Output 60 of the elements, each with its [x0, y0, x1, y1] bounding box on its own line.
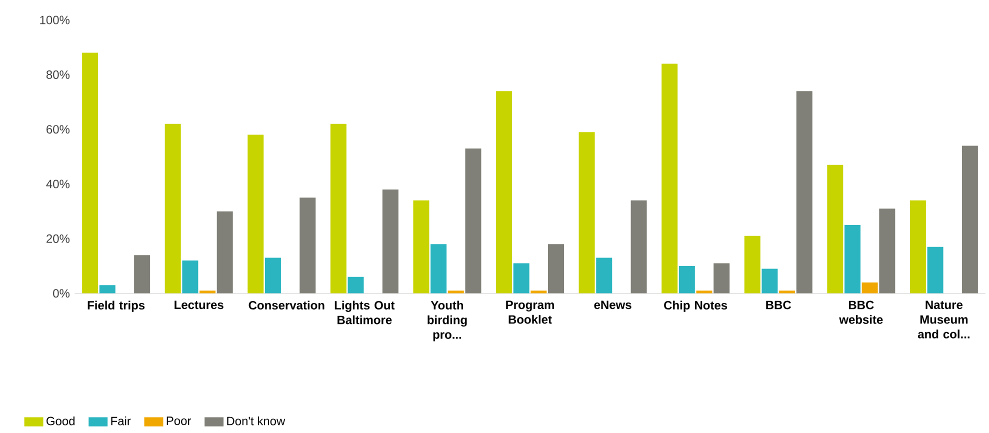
legend-label: Don't know — [227, 416, 286, 426]
bar — [413, 200, 430, 294]
bar — [927, 246, 944, 294]
y-tick-label: 40% — [46, 180, 70, 188]
bar — [200, 290, 216, 294]
bar — [596, 258, 612, 294]
bar — [910, 200, 926, 294]
y-tick-label: 60% — [46, 125, 70, 134]
bar — [744, 236, 760, 294]
bar — [330, 124, 346, 294]
bar — [82, 52, 98, 294]
bar — [496, 91, 512, 294]
bar — [879, 208, 896, 294]
bar — [762, 268, 778, 294]
bar — [348, 276, 364, 294]
y-tick-label: 20% — [46, 234, 70, 243]
x-tick-label: Conservation — [248, 300, 324, 310]
bar — [548, 244, 564, 294]
bar — [430, 244, 447, 294]
bar — [714, 263, 730, 294]
x-tick-label: Nature Museum and col... — [918, 300, 970, 338]
bar — [448, 290, 464, 294]
x-tick-label: Youth birding pro... — [428, 300, 467, 342]
bar — [182, 260, 198, 294]
bar — [779, 290, 796, 294]
x-tick-label: BBC — [766, 300, 792, 310]
bar — [844, 225, 860, 294]
y-tick-label: 0% — [53, 289, 70, 298]
y-tick-label: 80% — [46, 70, 70, 79]
bar — [264, 258, 281, 294]
bar — [513, 263, 530, 294]
bar — [465, 148, 482, 294]
bar — [630, 200, 647, 294]
bar — [662, 64, 678, 294]
x-tick-label: Lights Out Baltimore — [334, 300, 395, 324]
x-tick-label: BBC website — [839, 300, 883, 324]
bar — [530, 290, 547, 294]
legend-label: Poor — [166, 416, 192, 426]
bar — [578, 132, 595, 294]
bar — [862, 282, 878, 294]
x-tick-label: Chip Notes — [664, 300, 728, 312]
x-tick-label: Field trips — [88, 300, 145, 312]
bar — [382, 189, 398, 294]
x-tick-label: Lectures — [174, 300, 224, 310]
y-tick-label: 100% — [40, 16, 70, 24]
legend-label: Fair — [111, 416, 131, 426]
bar — [678, 266, 695, 294]
x-tick-label: Program Booklet — [506, 300, 554, 324]
bar — [962, 146, 978, 294]
bar — [827, 164, 844, 294]
bar — [164, 124, 181, 294]
legend-label: Good — [46, 416, 75, 426]
bar — [300, 198, 316, 294]
bar — [696, 290, 712, 294]
x-tick-label: eNews — [594, 300, 632, 310]
bar — [216, 211, 233, 294]
bar — [99, 285, 116, 294]
bar — [134, 255, 150, 294]
bar — [796, 91, 812, 294]
bar — [248, 134, 264, 294]
